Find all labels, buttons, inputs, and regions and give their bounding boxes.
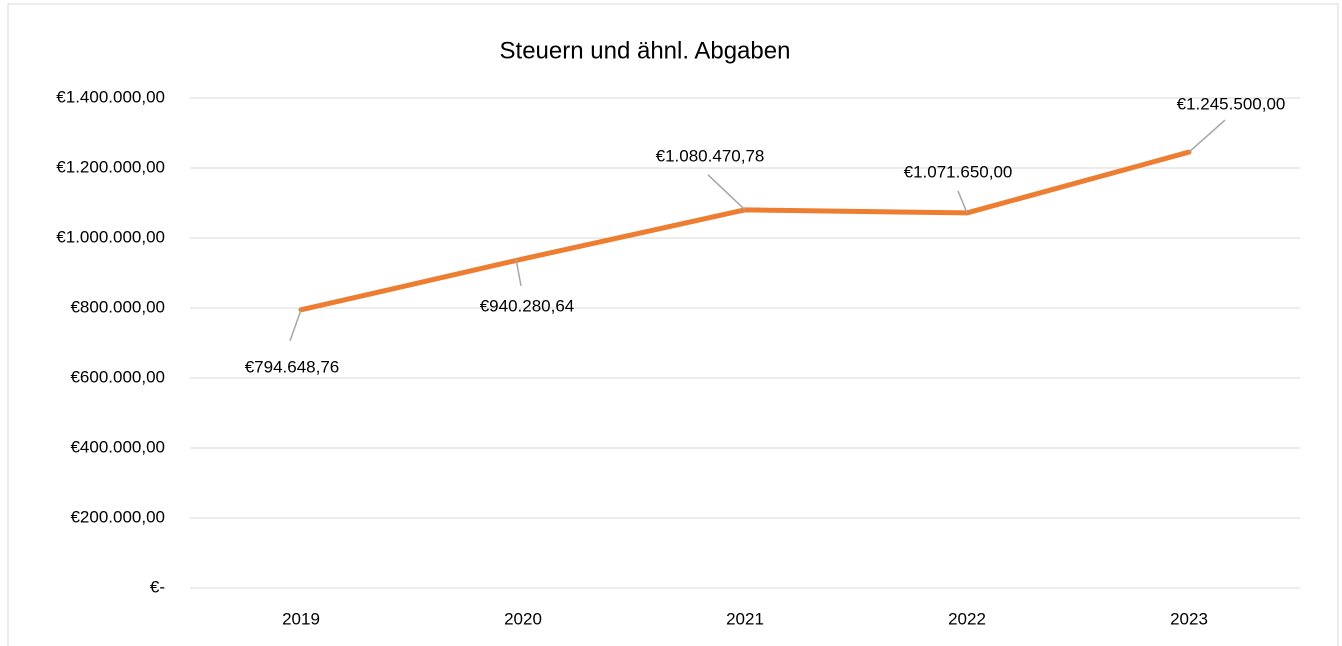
leader-line [707,174,746,211]
chart-frame [7,3,1339,646]
data-label: €1.080.470,78 [656,146,765,165]
y-tick-label: €1.200.000,00 [56,157,165,176]
data-label: €940.280,64 [480,296,575,315]
x-tick-label: 2021 [726,609,764,628]
x-tick-label: 2020 [504,609,542,628]
y-tick-label: €800.000,00 [70,297,165,316]
leader-line [957,190,968,214]
y-tick-label: €1.000.000,00 [56,227,165,246]
leader-line [1188,119,1226,153]
y-tick-label: €1.400.000,00 [56,87,165,106]
data-label: €1.245.500,00 [1177,95,1286,114]
y-tick-label: €400.000,00 [70,437,165,456]
x-tick-label: 2023 [1170,609,1208,628]
y-tick-label: €- [150,577,165,596]
y-tick-label: €200.000,00 [70,507,165,526]
chart-title: Steuern und ähnl. Abgaben [500,37,791,64]
leader-line [515,258,522,287]
data-label: €794.648,76 [245,357,340,376]
y-tick-label: €600.000,00 [70,367,165,386]
leader-line [289,309,302,342]
data-label: €1.071.650,00 [904,162,1013,181]
x-tick-label: 2019 [282,609,320,628]
x-tick-label: 2022 [948,609,986,628]
